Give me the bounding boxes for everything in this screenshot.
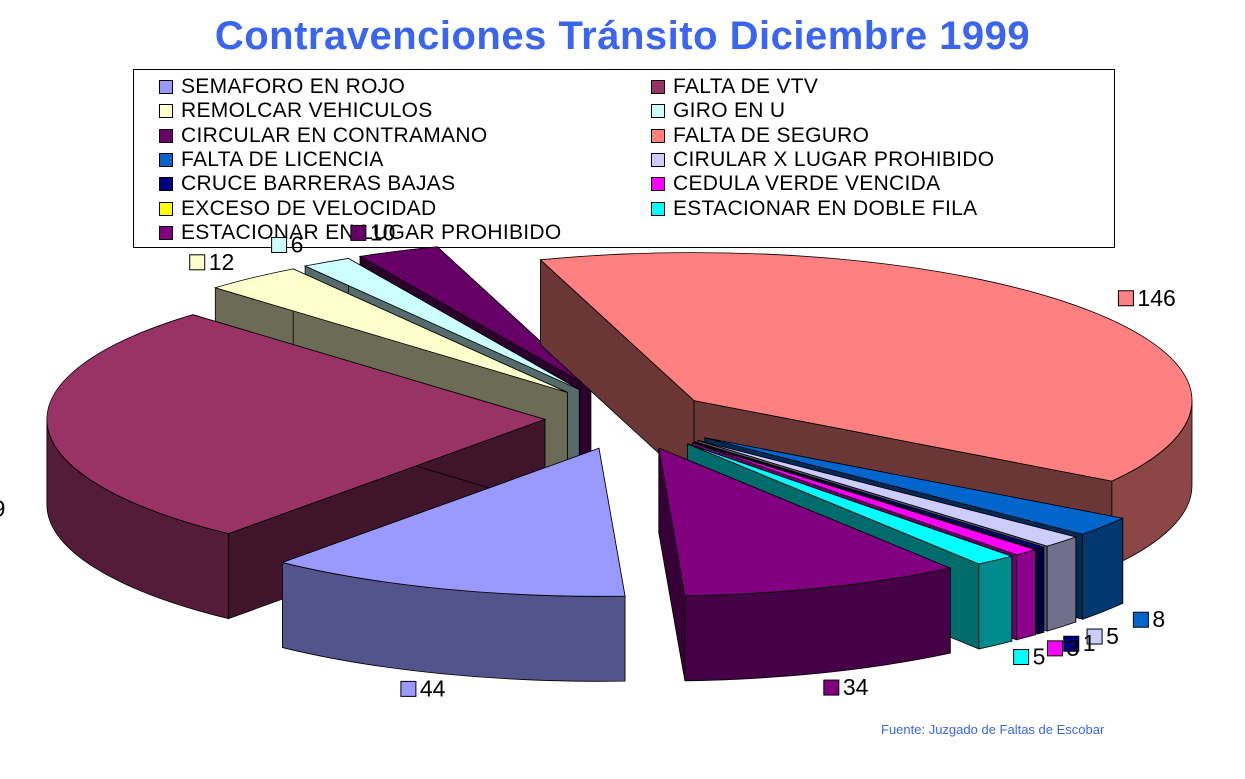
data-label-swatch xyxy=(189,254,206,271)
legend-swatch xyxy=(651,80,665,94)
pie-slice-estacionar-en-lugar-prohibido xyxy=(658,447,952,682)
legend-swatch xyxy=(651,177,665,192)
data-label-swatch xyxy=(1047,640,1064,657)
legend-label: CIRCULAR EN CONTRAMANO xyxy=(181,123,488,147)
legend-label: CRUCE BARRERAS BAJAS xyxy=(181,172,456,196)
legend-label: FALTA DE VTV xyxy=(673,75,819,98)
legend-swatch xyxy=(159,128,173,143)
legend-swatch xyxy=(159,80,173,94)
data-label-value: 34 xyxy=(843,674,869,700)
chart-title: Contravenciones Tránsito Diciembre 1999 xyxy=(214,14,1031,58)
legend-swatch xyxy=(651,152,665,167)
data-label-value: 146 xyxy=(1137,285,1175,311)
data-label-remolcar-vehiculos: 12 xyxy=(189,249,235,275)
legend-item-cruce-barreras-bajas: CRUCE BARRERAS BAJAS xyxy=(159,172,455,196)
data-label-giro-en-u: 6 xyxy=(271,231,304,257)
legend-swatch xyxy=(651,201,665,216)
data-label-swatch xyxy=(1132,611,1149,628)
data-label-value: 3 xyxy=(1067,635,1080,661)
data-label-semaforo-en-rojo: 44 xyxy=(400,675,446,701)
data-label-value: 99 xyxy=(0,496,5,522)
legend-item-falta-de-seguro: FALTA DE SEGURO xyxy=(651,124,869,148)
legend-item-cedula-verde-vencida: CEDULA VERDE VENCIDA xyxy=(651,172,940,196)
data-label-value: 8 xyxy=(1152,606,1165,632)
legend-item-circular-en-contramano: CIRCULAR EN CONTRAMANO xyxy=(159,124,487,148)
data-label-falta-de-licencia: 8 xyxy=(1132,606,1165,632)
data-label-value: 1 xyxy=(1083,630,1096,656)
data-label-circular-en-contramano: 10 xyxy=(350,219,396,245)
data-label-value: 6 xyxy=(291,231,304,257)
legend-label: FALTA DE SEGURO xyxy=(673,123,870,147)
pie-slice-semaforo-en-rojo xyxy=(281,447,626,682)
legend-swatch xyxy=(159,201,173,216)
legend-label: EXCESO DE VELOCIDAD xyxy=(181,196,437,220)
data-label-falta-de-vtv: 99 xyxy=(0,496,5,522)
data-label-swatch xyxy=(1086,628,1103,645)
data-label-value: 5 xyxy=(1033,644,1046,670)
legend-item-exceso-de-velocidad: EXCESO DE VELOCIDAD xyxy=(159,197,436,221)
legend-swatch xyxy=(651,104,665,119)
legend-label: ESTACIONAR EN DOBLE FILA xyxy=(673,196,978,220)
data-label-estacionar-en-lugar-prohibido: 34 xyxy=(823,674,869,700)
data-label-cirular-x-lugar-prohibido: 5 xyxy=(1086,623,1119,649)
legend-label: SEMAFORO EN ROJO xyxy=(181,75,406,98)
legend-item-estacionar-en-doble-fila: ESTACIONAR EN DOBLE FILA xyxy=(651,197,977,221)
data-label-swatch xyxy=(823,679,840,696)
data-label-value: 44 xyxy=(420,675,446,701)
legend-item-falta-de-vtv: FALTA DE VTV xyxy=(651,75,818,99)
data-label-value: 5 xyxy=(1106,623,1119,649)
legend-swatch xyxy=(651,128,665,143)
legend-item-remolcar-vehiculos: REMOLCAR VEHICULOS xyxy=(159,99,433,123)
data-label-swatch xyxy=(400,680,417,697)
data-label-value: 12 xyxy=(209,249,235,275)
legend-item-giro-en-u: GIRO EN U xyxy=(651,99,785,123)
legend: SEMAFORO EN ROJO REMOLCAR VEHICULOS CIRCUL… xyxy=(133,69,1115,248)
legend-item-cirular-x-lugar-prohibido: CIRULAR X LUGAR PROHIBIDO xyxy=(651,148,994,172)
legend-item-semaforo-en-rojo: SEMAFORO EN ROJO xyxy=(159,75,405,99)
data-label-swatch xyxy=(1013,649,1030,666)
data-label-value: 10 xyxy=(370,219,396,245)
legend-label: GIRO EN U xyxy=(673,99,786,123)
data-label-falta-de-seguro: 146 xyxy=(1117,285,1176,311)
legend-label: CEDULA VERDE VENCIDA xyxy=(673,172,941,196)
data-label-swatch xyxy=(1117,290,1134,307)
data-label-swatch xyxy=(271,236,288,253)
legend-label: CIRULAR X LUGAR PROHIBIDO xyxy=(673,147,995,171)
legend-item-falta-de-licencia: FALTA DE LICENCIA xyxy=(159,148,384,172)
data-label-swatch xyxy=(1063,635,1080,652)
legend-swatch xyxy=(159,104,173,119)
legend-swatch xyxy=(159,152,173,167)
legend-swatch xyxy=(159,177,173,192)
data-label-estacionar-en-doble-fila: 5 xyxy=(1013,644,1046,670)
source-note: Fuente: Juzgado de Faltas de Escobar xyxy=(881,722,1105,737)
legend-swatch xyxy=(159,225,173,240)
data-label-cedula-verde-vencida: 3 xyxy=(1047,635,1080,661)
data-label-swatch xyxy=(350,224,367,241)
legend-label: FALTA DE LICENCIA xyxy=(181,147,384,171)
data-label-cruce-barreras-bajas: 1 xyxy=(1063,630,1096,656)
legend-label: REMOLCAR VEHICULOS xyxy=(181,99,433,123)
